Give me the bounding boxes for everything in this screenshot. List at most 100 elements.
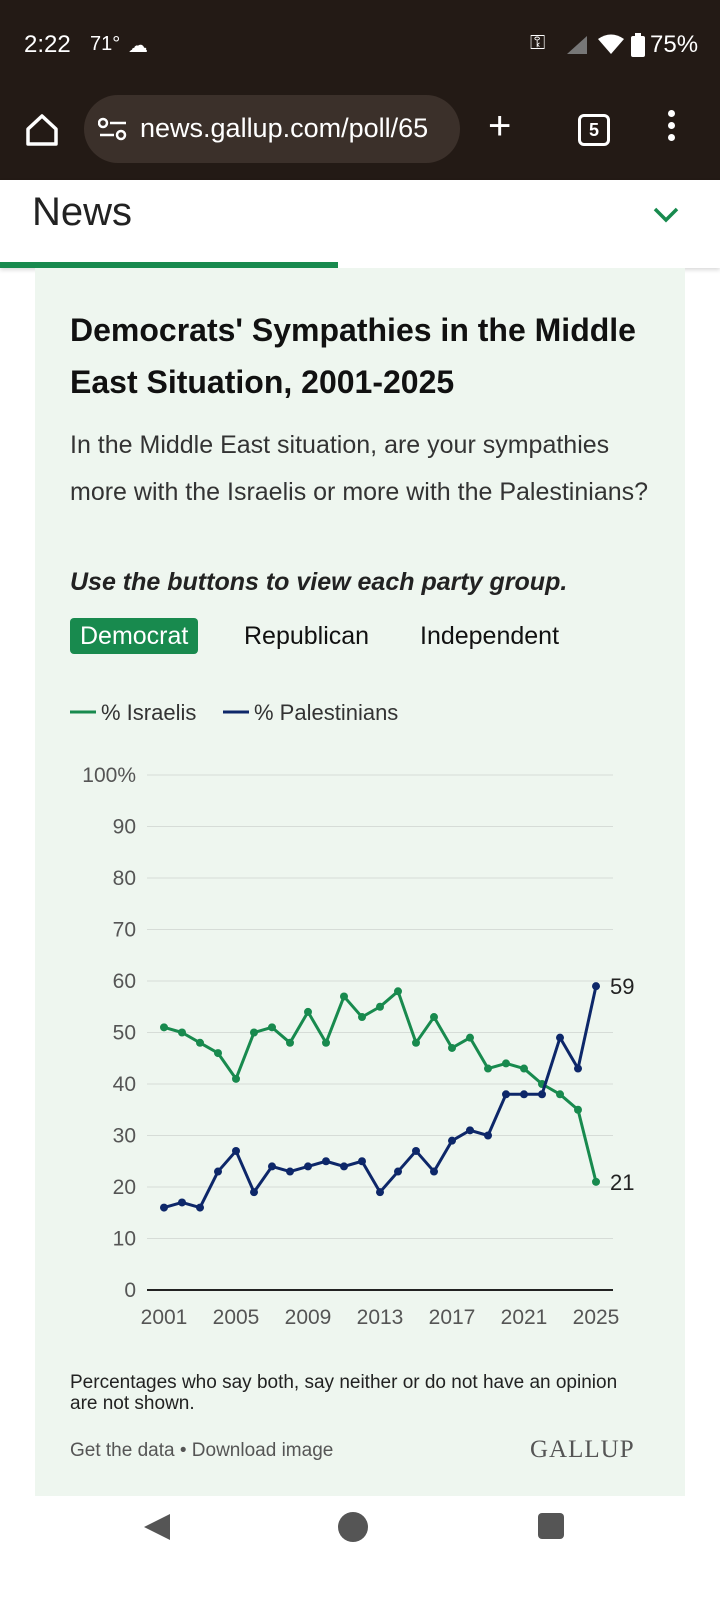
data-point: [574, 1105, 582, 1114]
x-tick-label: 2017: [429, 1306, 476, 1329]
weather-icon: ☁: [128, 35, 148, 57]
data-point: [520, 1064, 528, 1073]
legend-label: % Israelis: [101, 700, 196, 725]
data-point: [412, 1038, 420, 1047]
chevron-down-icon[interactable]: [652, 205, 680, 225]
x-tick-label: 2021: [501, 1306, 548, 1329]
data-point: [448, 1043, 456, 1052]
chart-links: Get the data • Download image: [70, 1440, 333, 1462]
instruction-text: Use the buttons to view each party group…: [70, 568, 568, 596]
tab-switcher-button[interactable]: 5: [578, 114, 610, 146]
data-point: [502, 1090, 510, 1099]
reading-progress-bar: [0, 262, 720, 268]
data-point: [592, 982, 600, 991]
link-separator: •: [174, 1440, 192, 1461]
site-settings-icon[interactable]: [98, 117, 128, 141]
x-tick-label: 2005: [213, 1306, 260, 1329]
data-point: [358, 1157, 366, 1166]
chart-title: Democrats' Sympathies in the Middle East…: [70, 312, 636, 400]
series-line: [163, 989, 598, 1183]
x-tick-label: 2025: [573, 1306, 620, 1329]
independent-button[interactable]: Independent: [420, 622, 560, 650]
system-nav-bar: [0, 1496, 720, 1600]
y-tick-label: 90: [113, 816, 136, 839]
gallup-logo: GALLUP: [530, 1436, 635, 1463]
data-point: [340, 1162, 348, 1171]
y-tick-label: 10: [113, 1228, 136, 1251]
data-point: [358, 1013, 366, 1022]
data-point: [178, 1028, 186, 1037]
legend-label: % Palestinians: [254, 700, 398, 725]
new-tab-icon[interactable]: +: [488, 104, 512, 148]
data-point: [520, 1090, 528, 1099]
data-point: [394, 1167, 402, 1176]
section-title: News: [32, 190, 133, 234]
data-point: [376, 1002, 384, 1011]
overflow-menu-icon[interactable]: [668, 110, 676, 146]
recents-icon[interactable]: [538, 1513, 564, 1539]
data-point: [232, 1146, 240, 1155]
url-text[interactable]: news.gallup.com/poll/65: [140, 113, 429, 143]
data-point: [250, 1028, 258, 1037]
data-point: [268, 1162, 276, 1171]
data-point: [556, 1090, 564, 1099]
data-point: [268, 1023, 276, 1032]
data-point: [538, 1090, 546, 1099]
status-bar: 2:22 71° ☁ ⚿ 75%: [0, 0, 720, 90]
poll-question: In the Middle East situation, are your s…: [70, 431, 649, 506]
data-point: [250, 1188, 258, 1197]
data-point: [322, 1038, 330, 1047]
status-time: 2:22: [24, 31, 71, 58]
data-point: [340, 992, 348, 1001]
data-point: [556, 1033, 564, 1042]
democrat-button[interactable]: Democrat: [70, 618, 199, 654]
data-point: [376, 1188, 384, 1197]
data-point: [466, 1126, 474, 1135]
data-point: [214, 1049, 222, 1058]
data-point: [286, 1038, 294, 1047]
data-point: [412, 1146, 420, 1155]
reading-progress-fill: [0, 262, 339, 268]
end-value-label: 21: [610, 1170, 634, 1195]
data-point: [322, 1157, 330, 1166]
y-tick-label: 70: [113, 919, 136, 942]
wifi-icon: [598, 34, 624, 54]
end-value-label: 59: [610, 974, 634, 999]
section-header[interactable]: News: [0, 180, 720, 268]
signal-icon: [567, 36, 587, 54]
republican-button[interactable]: Republican: [244, 622, 370, 650]
data-point: [286, 1167, 294, 1176]
series-line: [163, 985, 598, 1210]
x-tick-label: 2001: [141, 1306, 188, 1329]
x-tick-label: 2009: [285, 1306, 332, 1329]
battery-icon: [631, 33, 645, 57]
y-tick-label: 30: [113, 1125, 136, 1148]
home-icon[interactable]: [22, 110, 62, 150]
data-point: [232, 1074, 240, 1083]
y-tick-label: 20: [113, 1176, 136, 1199]
get-data-link[interactable]: Get the data: [70, 1440, 175, 1461]
y-tick-label: 60: [113, 970, 136, 993]
footnote: Percentages who say both, say neither or…: [70, 1372, 618, 1414]
data-point: [502, 1059, 510, 1068]
data-point: [196, 1038, 204, 1047]
data-point: [160, 1203, 168, 1212]
data-point: [178, 1198, 186, 1207]
address-bar[interactable]: news.gallup.com/poll/65: [84, 95, 460, 163]
data-point: [160, 1023, 168, 1032]
chart-card: [35, 268, 685, 1496]
data-point: [574, 1064, 582, 1073]
y-tick-label: 0: [124, 1279, 136, 1302]
data-point: [304, 1162, 312, 1171]
y-tick-label: 50: [113, 1022, 136, 1045]
status-temperature: 71°: [90, 33, 121, 55]
data-point: [466, 1033, 474, 1042]
data-point: [592, 1177, 600, 1186]
home-nav-icon[interactable]: [338, 1512, 368, 1542]
download-image-link[interactable]: Download image: [191, 1440, 334, 1461]
data-point: [394, 987, 402, 996]
back-icon[interactable]: [142, 1512, 172, 1542]
line-chart: % Israelis % Palestinians 0 10 20 30 40 50 60 70 8…: [70, 700, 634, 1329]
data-point: [484, 1131, 492, 1140]
data-point: [430, 1013, 438, 1022]
